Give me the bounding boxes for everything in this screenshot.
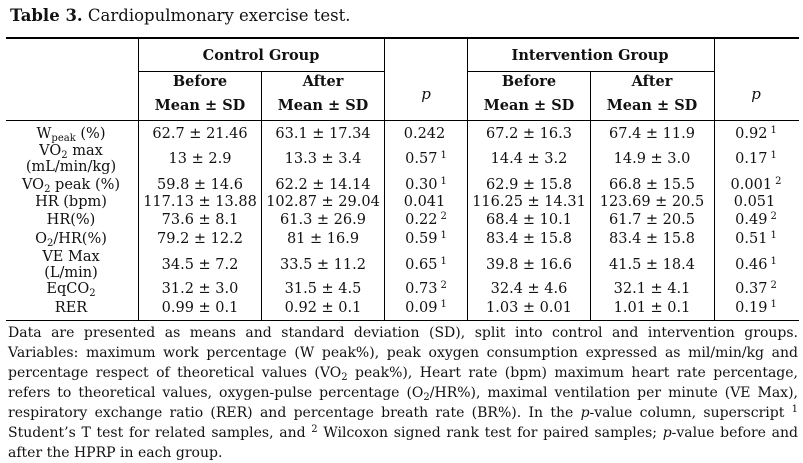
table-cell: 1.01 ± 0.1 (613, 300, 691, 316)
control-after-header: After (302, 73, 344, 90)
col-divider (261, 71, 262, 320)
table-cell: 0.19 1 (735, 299, 777, 317)
row-label-rer: RER (54, 300, 88, 316)
row-label-eqco2: EqCO2 (46, 281, 96, 299)
intervention-after-stat: Mean ± SD (606, 97, 698, 114)
table-cell: 61.7 ± 20.5 (609, 212, 695, 228)
row-label-o2hr: O2/HR(%) (35, 231, 107, 249)
control-before-stat: Mean ± SD (154, 97, 246, 114)
table-cell: 63.1 ± 17.34 (275, 126, 371, 142)
table-cell: 81 ± 16.9 (286, 231, 360, 247)
table-cell: 0.37 2 (735, 280, 777, 298)
table-cell: 34.5 ± 7.2 (161, 257, 239, 273)
table-cell: 0.30 1 (405, 176, 447, 194)
table-cell: 0.59 1 (405, 230, 447, 248)
control-before-header: Before (172, 73, 228, 90)
table-cell: 39.8 ± 16.6 (486, 257, 572, 273)
row-label-vo2max: VO2 max (mL/min/kg) (25, 143, 117, 175)
top-rule (6, 37, 799, 39)
table-cell: 1.03 ± 0.01 (486, 300, 572, 316)
table-cell: 0.001 2 (730, 176, 782, 194)
table-cell: 0.92 1 (735, 125, 777, 143)
table-cell: 66.8 ± 15.5 (609, 177, 695, 193)
table-cell: 59.8 ± 14.6 (157, 177, 243, 193)
table-cell: 102.87 ± 29.04 (266, 194, 380, 210)
table-cell: 68.4 ± 10.1 (486, 212, 572, 228)
table-cell: 32.4 ± 4.6 (490, 281, 568, 297)
table-cell: 62.9 ± 15.8 (486, 177, 572, 193)
intervention-before-stat: Mean ± SD (483, 97, 575, 114)
row-label-ve-max: VE Max (L/min) (42, 249, 100, 281)
table-cell: 0.92 ± 0.1 (284, 300, 362, 316)
table-cell: 0.09 1 (405, 299, 447, 317)
table-cell: 0.73 2 (405, 280, 447, 298)
table-cell: 0.49 2 (735, 211, 777, 229)
table-cell: 31.2 ± 3.0 (161, 281, 239, 297)
control-group-header: Control Group (202, 47, 320, 64)
col-divider (467, 39, 468, 320)
table-cell: 0.65 1 (405, 256, 447, 274)
caption-label: Table 3. (10, 6, 83, 25)
row-label-hr-pct: HR(%) (46, 212, 96, 228)
row-label-hr-bpm: HR (bpm) (35, 194, 107, 210)
table-cell: 0.57 1 (405, 150, 447, 168)
table-cell: 116.25 ± 14.31 (472, 194, 586, 210)
table-cell: 41.5 ± 18.4 (609, 257, 695, 273)
table-cell: 123.69 ± 20.5 (599, 194, 705, 210)
header-bottom-rule (6, 120, 799, 121)
table-cell: 0.46 1 (735, 256, 777, 274)
row-label-w-peak: Wpeak (%) (36, 126, 106, 144)
table-cell: 62.7 ± 21.46 (152, 126, 248, 142)
col-divider (714, 39, 715, 320)
table-cell: 13 ± 2.9 (168, 151, 232, 167)
table-cell: 0.51 1 (735, 230, 777, 248)
table-cell: 83.4 ± 15.8 (486, 231, 572, 247)
table-cell: 83.4 ± 15.8 (609, 231, 695, 247)
table-cell: 117.13 ± 13.88 (143, 194, 257, 210)
table-cell: 62.2 ± 14.14 (275, 177, 371, 193)
table-cell: 0.22 2 (405, 211, 447, 229)
intervention-before-header: Before (501, 73, 557, 90)
intervention-after-header: After (631, 73, 673, 90)
table-cell: 13.3 ± 3.4 (284, 151, 362, 167)
table-cell: 0.041 (403, 194, 446, 210)
table-cell: 0.051 (733, 194, 776, 210)
table-cell: 32.1 ± 4.1 (613, 281, 691, 297)
table-cell: 0.99 ± 0.1 (161, 300, 239, 316)
table-bottom-rule (6, 320, 799, 321)
control-after-stat: Mean ± SD (277, 97, 369, 114)
table-cell: 0.242 (403, 126, 446, 142)
table-cell: 31.5 ± 4.5 (284, 281, 362, 297)
intervention-p-header: p (751, 85, 761, 103)
table-cell: 67.4 ± 11.9 (609, 126, 695, 142)
control-p-header: p (421, 85, 431, 103)
table-cell: 61.3 ± 26.9 (280, 212, 366, 228)
col-divider (384, 39, 385, 320)
table-cell: 14.4 ± 3.2 (490, 151, 568, 167)
col-divider (590, 71, 591, 320)
table-footnote: Data are presented as means and standard… (8, 325, 799, 461)
table-cell: 73.6 ± 8.1 (161, 212, 239, 228)
caption-text: Cardiopulmonary exercise test. (87, 6, 351, 25)
table-cell: 79.2 ± 12.2 (157, 231, 243, 247)
intervention-group-header: Intervention Group (511, 47, 669, 64)
col-divider (138, 39, 139, 320)
table-cell: 14.9 ± 3.0 (613, 151, 691, 167)
table-caption: Table 3. Cardiopulmonary exercise test. (10, 6, 350, 25)
table-cell: 67.2 ± 16.3 (486, 126, 572, 142)
table-cell: 0.17 1 (735, 150, 777, 168)
row-label-vo2peak: VO2 peak (%) (21, 177, 121, 195)
table-cell: 33.5 ± 11.2 (280, 257, 366, 273)
